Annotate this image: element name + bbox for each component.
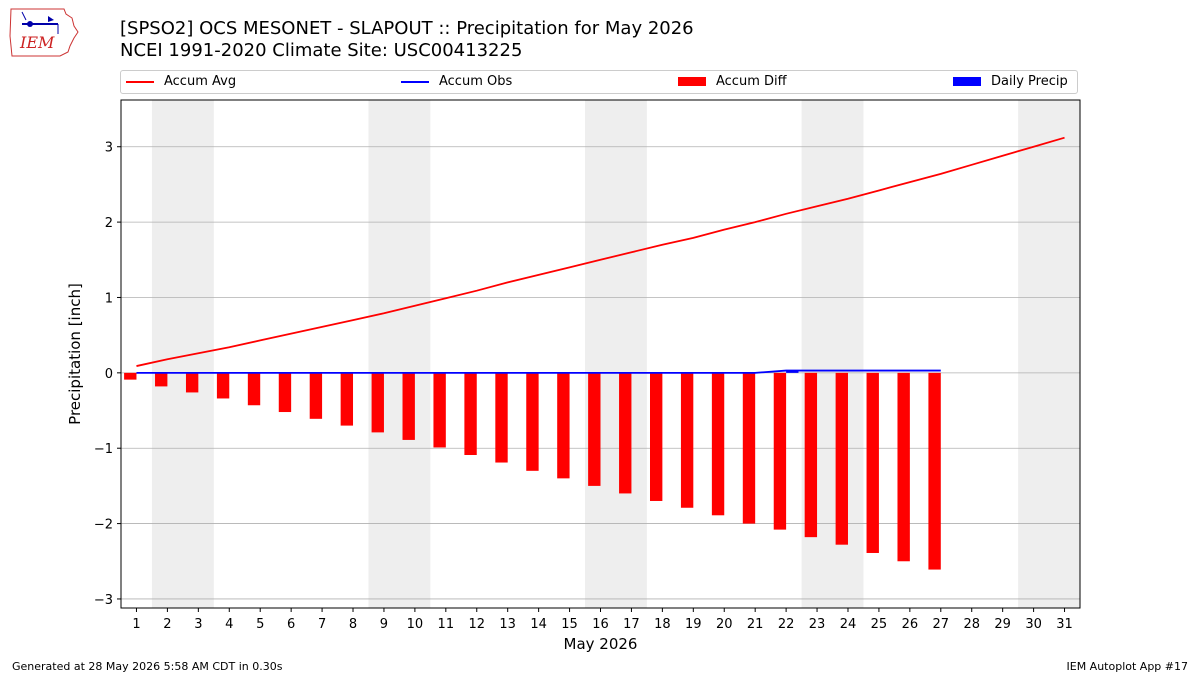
legend-item-daily-precip: Daily Precip xyxy=(953,74,1068,90)
x-tick-label-21: 21 xyxy=(747,617,764,632)
footer-generated: Generated at 28 May 2026 5:58 AM CDT in … xyxy=(12,660,283,673)
x-tick-label-19: 19 xyxy=(685,617,702,632)
x-tick-label-4: 4 xyxy=(225,617,233,632)
legend-swatch-daily-precip xyxy=(953,77,981,86)
bar-accum-diff-23 xyxy=(804,372,818,538)
bar-accum-diff-14 xyxy=(526,372,539,471)
legend-swatch-accum-obs xyxy=(401,80,429,83)
x-tick-label-17: 17 xyxy=(623,617,640,632)
bar-accum-diff-12 xyxy=(464,372,477,455)
x-tick-label-20: 20 xyxy=(716,617,733,632)
x-tick-label-8: 8 xyxy=(349,617,357,632)
y-tick-label-1: −2 xyxy=(94,518,113,533)
bar-accum-diff-20 xyxy=(711,372,725,516)
x-tick-label-1: 1 xyxy=(132,617,140,632)
x-tick-label-16: 16 xyxy=(592,617,609,632)
bar-accum-diff-11 xyxy=(433,372,446,448)
x-tick-label-13: 13 xyxy=(499,617,516,632)
bar-accum-diff-7 xyxy=(309,372,323,419)
x-tick-label-22: 22 xyxy=(778,617,795,632)
bar-accum-diff-6 xyxy=(278,372,292,413)
x-tick-label-25: 25 xyxy=(871,617,888,632)
x-tick-label-3: 3 xyxy=(194,617,202,632)
bar-accum-diff-24 xyxy=(835,372,848,545)
x-tick-label-6: 6 xyxy=(287,617,295,632)
y-tick-label-4: 1 xyxy=(105,291,113,306)
bar-accum-diff-3 xyxy=(185,372,199,393)
bar-accum-diff-8 xyxy=(340,372,354,426)
bar-accum-diff-5 xyxy=(247,372,261,406)
x-tick-label-23: 23 xyxy=(809,617,826,632)
legend-item-accum-diff: Accum Diff xyxy=(678,74,787,90)
legend-swatch-accum-diff xyxy=(678,77,706,86)
x-tick-label-28: 28 xyxy=(963,617,980,632)
logo-text: IEM xyxy=(19,33,55,52)
x-tick-label-29: 29 xyxy=(994,617,1011,632)
bar-accum-diff-18 xyxy=(649,372,663,501)
bar-accum-diff-26 xyxy=(897,372,910,562)
bar-accum-diff-13 xyxy=(495,372,508,463)
footer-app: IEM Autoplot App #17 xyxy=(1066,660,1189,673)
legend-label-daily-precip: Daily Precip xyxy=(991,74,1068,89)
x-tick-label-26: 26 xyxy=(902,617,919,632)
chart-title: [SPSO2] OCS MESONET - SLAPOUT :: Precipi… xyxy=(120,18,694,39)
y-tick-label-3: 0 xyxy=(105,367,113,382)
x-tick-label-24: 24 xyxy=(840,617,857,632)
bar-accum-diff-4 xyxy=(216,372,230,399)
x-tick-label-30: 30 xyxy=(1025,617,1042,632)
legend: Accum Avg Accum Obs Accum Diff Daily Pre… xyxy=(120,70,1078,94)
legend-item-accum-avg: Accum Avg xyxy=(126,74,236,90)
line-accum-obs xyxy=(136,369,941,374)
weekend-shade-0 xyxy=(151,100,214,608)
bar-accum-diff-10 xyxy=(402,372,415,440)
x-tick-label-12: 12 xyxy=(468,617,485,632)
x-tick-label-14: 14 xyxy=(530,617,547,632)
bar-accum-diff-15 xyxy=(557,372,570,479)
line-accum-avg xyxy=(136,136,1065,367)
bar-accum-diff-21 xyxy=(742,372,756,524)
legend-swatch-accum-avg xyxy=(126,80,154,83)
y-tick-label-5: 2 xyxy=(105,216,113,231)
x-tick-label-5: 5 xyxy=(256,617,264,632)
chart-subtitle: NCEI 1991-2020 Climate Site: USC00413225 xyxy=(120,40,523,61)
legend-label-accum-obs: Accum Obs xyxy=(439,74,513,89)
weekend-shade-1 xyxy=(368,100,431,608)
bar-accum-diff-2 xyxy=(155,372,168,387)
bar-accum-diff-9 xyxy=(371,372,384,433)
x-tick-label-7: 7 xyxy=(318,617,326,632)
x-tick-label-27: 27 xyxy=(933,617,950,632)
x-tick-label-9: 9 xyxy=(380,617,388,632)
bar-accum-diff-27 xyxy=(928,372,941,570)
y-axis-label: Precipitation [inch] xyxy=(66,283,84,425)
x-tick-label-10: 10 xyxy=(407,617,424,632)
x-tick-label-18: 18 xyxy=(654,617,671,632)
bar-accum-diff-16 xyxy=(588,372,601,486)
bar-accum-diff-17 xyxy=(619,372,632,494)
bar-daily-precip-22 xyxy=(786,370,799,373)
legend-label-accum-diff: Accum Diff xyxy=(716,74,787,89)
iem-logo: IEM xyxy=(8,6,80,58)
legend-label-accum-avg: Accum Avg xyxy=(164,74,237,89)
bar-accum-diff-19 xyxy=(680,372,694,508)
weekend-shade-4 xyxy=(1018,100,1080,608)
bar-accum-diff-1 xyxy=(124,372,137,380)
bar-accum-diff-25 xyxy=(866,372,879,553)
x-axis-label: May 2026 xyxy=(564,635,638,653)
x-tick-label-2: 2 xyxy=(163,617,171,632)
bar-accum-diff-22 xyxy=(773,372,787,530)
x-tick-label-15: 15 xyxy=(561,617,578,632)
y-tick-label-2: −1 xyxy=(94,442,113,457)
legend-item-accum-obs: Accum Obs xyxy=(401,74,512,90)
x-tick-label-11: 11 xyxy=(438,617,455,632)
y-tick-label-6: 3 xyxy=(105,141,113,156)
x-tick-label-31: 31 xyxy=(1056,617,1073,632)
weekend-shade-2 xyxy=(585,100,647,608)
y-tick-label-0: −3 xyxy=(94,593,113,608)
